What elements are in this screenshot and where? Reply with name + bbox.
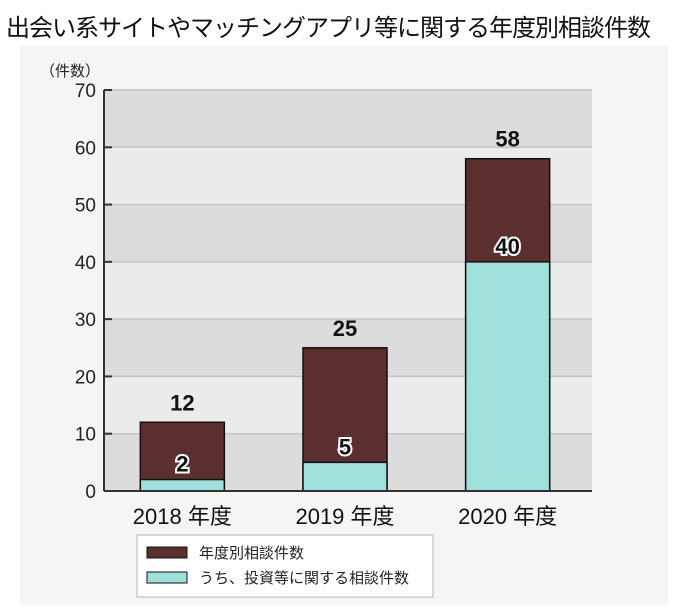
data-label-investment: 40 [495, 234, 519, 259]
legend-label-total: 年度別相談件数 [199, 544, 304, 562]
y-tick-label: 10 [75, 425, 96, 446]
y-tick-label: 70 [75, 81, 96, 102]
y-tick-label: 60 [75, 138, 96, 159]
y-tick-label: 30 [75, 310, 96, 331]
x-tick-label: 2019 年度 [295, 504, 394, 529]
y-axis-label: （件数） [40, 63, 100, 80]
y-tick-label: 20 [75, 367, 96, 388]
legend-swatch-total [146, 546, 188, 559]
bar-investment [139, 478, 226, 492]
x-tick-label: 2018 年度 [133, 504, 232, 529]
data-label-total: 25 [333, 316, 357, 341]
y-tick-label: 40 [75, 253, 96, 274]
x-tick-label: 2020 年度 [458, 504, 557, 529]
data-label-investment: 2 [176, 452, 188, 477]
legend: 年度別相談件数 うち、投資等に関する相談件数 [136, 534, 434, 598]
bar-investment [464, 261, 551, 492]
y-tick-label: 0 [85, 482, 96, 503]
grid-band [104, 90, 592, 148]
data-label-total: 12 [170, 390, 194, 415]
legend-label-investment: うち、投資等に関する相談件数 [199, 569, 409, 587]
y-tick-label: 50 [75, 196, 96, 217]
legend-box [136, 534, 434, 598]
legend-swatch-investment [146, 571, 188, 584]
chart-title: 出会い系サイトやマッチングアプリ等に関する年度別相談件数 [6, 14, 651, 42]
data-label-investment: 5 [339, 434, 351, 459]
bar-investment [302, 461, 388, 492]
data-label-total: 58 [495, 127, 519, 152]
